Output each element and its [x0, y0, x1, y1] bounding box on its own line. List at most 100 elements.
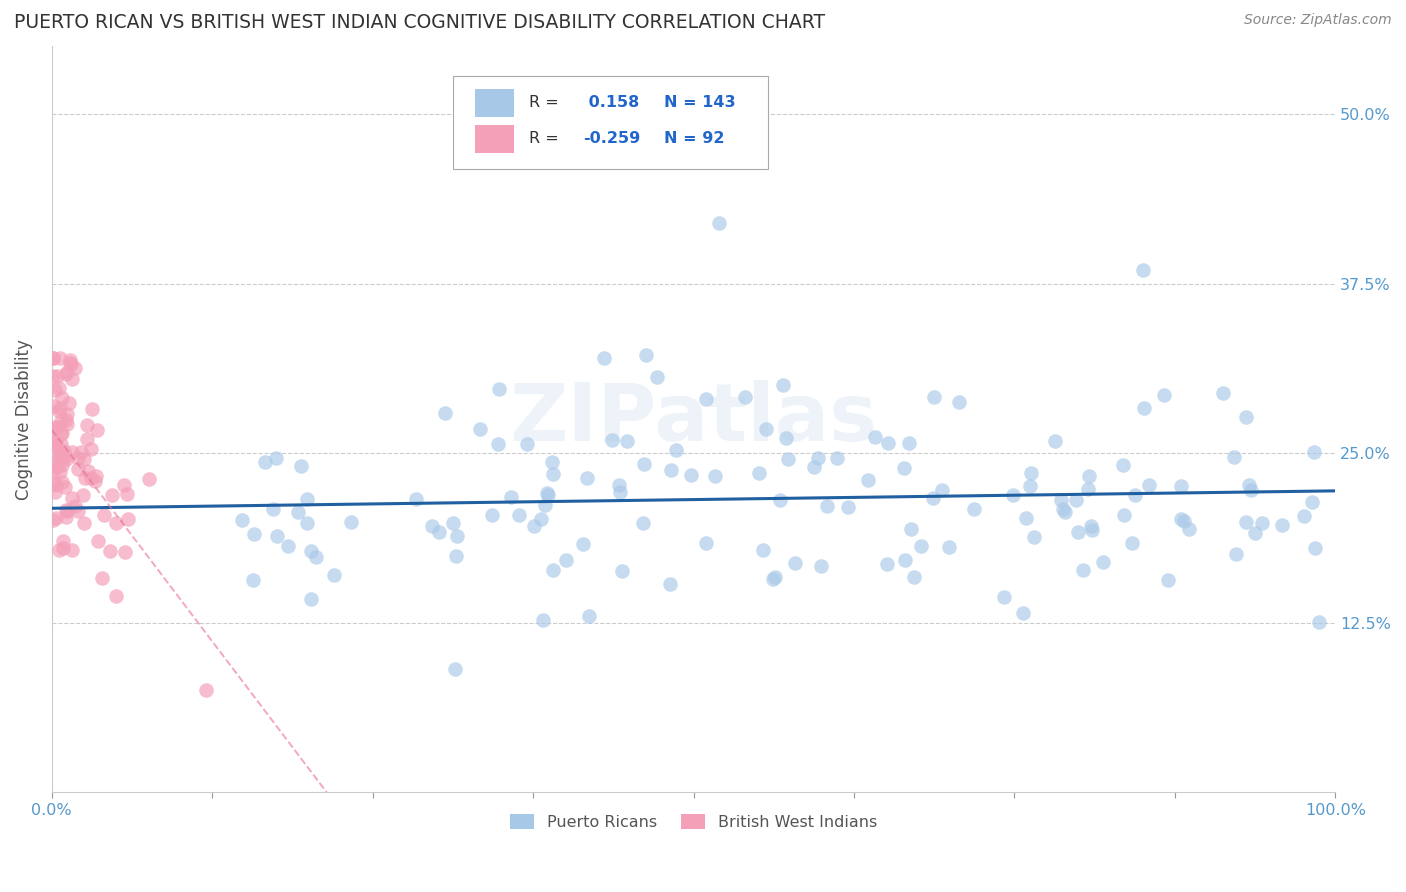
- Point: [56, 417, 79, 432]
- Point: [1271, 518, 1294, 533]
- Point: [1244, 525, 1267, 540]
- Point: [1077, 482, 1099, 496]
- Point: [1234, 409, 1257, 424]
- Point: [1234, 516, 1257, 530]
- Point: [56, 365, 79, 379]
- Point: [42, 351, 65, 366]
- Point: [48, 381, 70, 395]
- Point: [49, 351, 72, 366]
- Point: [45, 437, 67, 451]
- Point: [575, 471, 598, 485]
- Point: [1071, 563, 1094, 577]
- Point: [609, 484, 631, 499]
- Point: [49, 448, 72, 462]
- Y-axis label: Cognitive Disability: Cognitive Disability: [15, 339, 32, 500]
- Point: [80, 401, 103, 416]
- Point: [1212, 386, 1234, 401]
- Point: [1137, 478, 1160, 492]
- Point: [42, 351, 65, 366]
- Point: [138, 472, 160, 486]
- Point: [1308, 615, 1330, 629]
- Point: [877, 436, 900, 450]
- Point: [231, 513, 253, 527]
- Point: [42, 440, 65, 454]
- Point: [572, 537, 595, 551]
- Point: [446, 529, 468, 543]
- Point: [105, 516, 128, 530]
- Point: [636, 348, 658, 362]
- Point: [837, 500, 859, 515]
- Point: [290, 458, 312, 473]
- FancyBboxPatch shape: [454, 76, 768, 169]
- Point: [299, 591, 322, 606]
- Point: [645, 370, 668, 384]
- Point: [299, 543, 322, 558]
- Point: [825, 451, 848, 466]
- Text: -0.259: -0.259: [583, 131, 640, 146]
- Point: [1303, 541, 1326, 555]
- Point: [49, 445, 72, 459]
- Point: [1050, 493, 1073, 508]
- Point: [536, 486, 558, 500]
- Point: [1053, 505, 1076, 519]
- Point: [610, 564, 633, 578]
- Point: [1301, 495, 1323, 509]
- Point: [60, 491, 83, 505]
- Point: [481, 508, 503, 522]
- Point: [763, 570, 786, 584]
- Point: [709, 216, 731, 230]
- Point: [775, 432, 797, 446]
- Point: [42, 399, 65, 413]
- Point: [900, 522, 922, 536]
- Point: [59, 356, 82, 370]
- Point: [903, 570, 925, 584]
- Point: [1157, 573, 1180, 587]
- Point: [1112, 508, 1135, 523]
- Point: [534, 499, 557, 513]
- Point: [501, 490, 523, 504]
- Bar: [475, 125, 513, 153]
- Point: [441, 516, 464, 531]
- Point: [963, 502, 986, 516]
- Point: [42, 512, 65, 526]
- Point: [44, 383, 66, 397]
- Text: N = 92: N = 92: [664, 131, 724, 146]
- Point: [194, 683, 217, 698]
- Point: [444, 549, 467, 563]
- Point: [1052, 501, 1074, 516]
- Point: [48, 401, 70, 415]
- Point: [323, 568, 346, 582]
- Point: [58, 395, 80, 409]
- Point: [778, 451, 800, 466]
- Point: [93, 508, 115, 523]
- Point: [803, 460, 825, 475]
- Point: [51, 391, 73, 405]
- Point: [117, 512, 139, 526]
- Point: [52, 449, 75, 463]
- Point: [70, 445, 93, 459]
- Point: [45, 368, 67, 383]
- Point: [893, 460, 915, 475]
- Point: [49, 450, 72, 464]
- Point: [44, 476, 66, 491]
- Point: [631, 516, 654, 531]
- Point: [254, 455, 277, 469]
- Point: [910, 539, 932, 553]
- Point: [607, 477, 630, 491]
- Point: [76, 432, 98, 446]
- Point: [45, 511, 67, 525]
- Point: [856, 473, 879, 487]
- Point: [665, 442, 688, 457]
- Point: [49, 437, 72, 451]
- Point: [75, 471, 97, 485]
- Point: [42, 464, 65, 478]
- Point: [59, 357, 82, 371]
- Point: [1251, 516, 1274, 531]
- Point: [55, 413, 77, 427]
- Point: [44, 485, 66, 500]
- Bar: [475, 88, 513, 117]
- Point: [633, 457, 655, 471]
- Point: [427, 525, 450, 540]
- Point: [993, 591, 1015, 605]
- Point: [56, 407, 79, 421]
